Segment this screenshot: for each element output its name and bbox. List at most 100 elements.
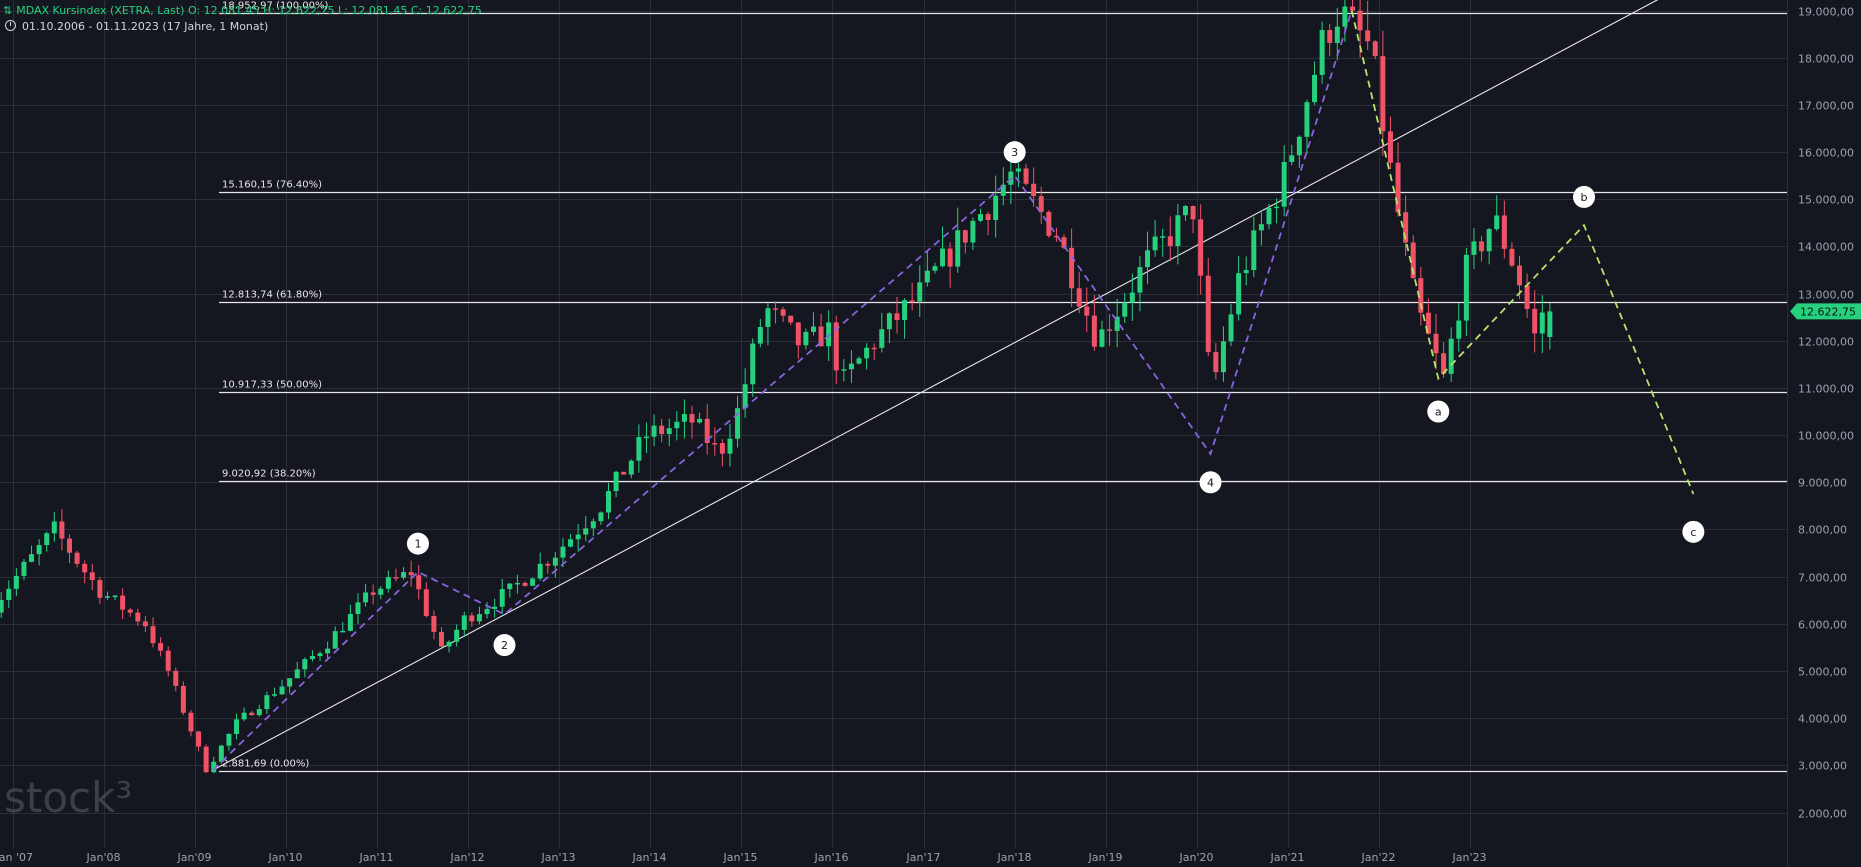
candle-body <box>1274 206 1280 209</box>
candle-body <box>909 300 915 302</box>
candle-body <box>158 643 164 651</box>
candle-body <box>484 608 490 615</box>
wave-label-circle[interactable] <box>1427 400 1450 423</box>
candle-body <box>530 578 536 586</box>
wave-label-circle[interactable] <box>1199 471 1222 494</box>
candle-body <box>643 436 649 439</box>
candle-body <box>1220 341 1226 373</box>
wave-label-3: 3 <box>1011 146 1018 159</box>
candle-body <box>180 685 186 713</box>
price-axis[interactable]: 2.000,00 3.000,00 4.000,00 5.000,00 6.000,00… <box>1798 0 1854 821</box>
candle-body <box>955 230 961 267</box>
candle-body <box>917 282 923 302</box>
candle-body <box>120 595 126 610</box>
candle-body <box>1266 207 1272 225</box>
wave-label-circle[interactable] <box>1682 520 1705 543</box>
date-range-text: 01.10.2006 - 01.11.2023 (17 Jahre, 1 Mon… <box>22 20 269 33</box>
candle-body <box>423 589 429 617</box>
candle-body <box>803 331 809 346</box>
candle-body <box>1190 206 1196 220</box>
candle-body <box>74 552 80 564</box>
candle-body <box>401 572 407 578</box>
candle-body <box>1539 312 1545 334</box>
candle-body <box>1213 352 1219 373</box>
candle-body <box>940 248 946 267</box>
candle-body <box>1342 6 1348 27</box>
candle-body <box>886 313 892 330</box>
candle-body <box>1061 237 1067 248</box>
candle-body <box>249 712 255 716</box>
wave-label-circle[interactable] <box>406 532 429 555</box>
symbol-ohlc-row[interactable]: ⇅ MDAX Kursindex (XETRA, Last) O: 12.081,… <box>0 0 482 18</box>
time-tick-label: Jan'12 <box>450 851 485 864</box>
price-tick-label: 8.000,00 <box>1798 524 1847 537</box>
wave-label-circle[interactable] <box>1003 141 1026 164</box>
candle-body <box>1387 131 1393 163</box>
candle-body <box>1410 242 1416 279</box>
candle-body <box>1152 236 1158 251</box>
price-tag-shape <box>1790 303 1861 320</box>
candle-body <box>59 521 65 539</box>
fib-level-label: 12.813,74 (61.80%) <box>222 290 322 301</box>
candle-body <box>1403 212 1409 243</box>
fibonacci-retracement[interactable]: 18.952,97 (100.00%)15.160,15 (76.40%)12.… <box>219 1 1788 773</box>
candle-body <box>332 631 338 649</box>
candle-body <box>226 733 232 746</box>
time-tick-label: Jan'22 <box>1361 851 1396 864</box>
candle-body <box>537 563 543 579</box>
wave-label-circle[interactable] <box>493 634 516 657</box>
price-tick-label: 2.000,00 <box>1798 808 1847 821</box>
candle-body <box>355 602 361 615</box>
candle-body <box>704 418 710 444</box>
candle-body <box>1395 162 1401 213</box>
candle-body <box>1046 211 1052 236</box>
candle-body <box>1501 215 1507 249</box>
candle-body <box>196 731 202 747</box>
time-tick-label: Jan'10 <box>268 851 303 864</box>
candle-body <box>1365 30 1371 42</box>
time-tick-label: Jan '07 <box>0 851 33 864</box>
candle-body <box>1433 333 1439 354</box>
candle-body <box>97 580 103 598</box>
candle-body <box>1031 183 1037 197</box>
candle-body <box>788 315 794 323</box>
chart-header: ⇅ MDAX Kursindex (XETRA, Last) O: 12.081,… <box>0 0 482 34</box>
candle-body <box>135 612 141 622</box>
corrective-wave-path[interactable] <box>1350 10 1695 495</box>
candle-body <box>340 630 346 633</box>
candle-body <box>1418 278 1424 313</box>
wave-label-circle[interactable] <box>1573 185 1596 208</box>
candle-body <box>666 428 672 435</box>
time-axis[interactable]: Jan '07 Jan'08 Jan'09 Jan'10 Jan'11 Jan'12 Jan… <box>0 851 1486 864</box>
grid <box>0 0 1788 848</box>
candle-body <box>1160 236 1166 238</box>
trendline-segment[interactable] <box>212 0 1743 771</box>
watermark-logo: stock³ <box>4 773 132 822</box>
candle-body <box>241 712 247 720</box>
candle-body <box>1456 320 1462 339</box>
candle-body <box>1091 315 1097 347</box>
candle-body <box>1281 162 1287 207</box>
candle-body <box>317 653 323 657</box>
candle-body <box>1076 288 1082 307</box>
candle-body <box>29 554 35 562</box>
candle-body <box>302 659 308 670</box>
candle-body <box>1023 168 1029 184</box>
candle-body <box>674 421 680 429</box>
candle-body <box>1228 314 1234 342</box>
candle-body <box>826 322 832 347</box>
candle-body <box>294 669 300 679</box>
candle-body <box>499 589 505 607</box>
candle-body <box>142 621 148 627</box>
candle-body <box>1517 265 1523 286</box>
candle-body <box>1015 168 1021 172</box>
trendline[interactable] <box>212 0 1743 771</box>
fib-level-label: 10.917,33 (50.00%) <box>222 380 322 391</box>
candle-body <box>575 534 581 540</box>
candle-body <box>173 670 179 686</box>
price-tick-label: 17.000,00 <box>1798 100 1854 113</box>
candle-body <box>924 270 930 283</box>
elliott-waves[interactable]: 12345abc <box>212 0 1705 771</box>
candle-body <box>203 746 209 773</box>
